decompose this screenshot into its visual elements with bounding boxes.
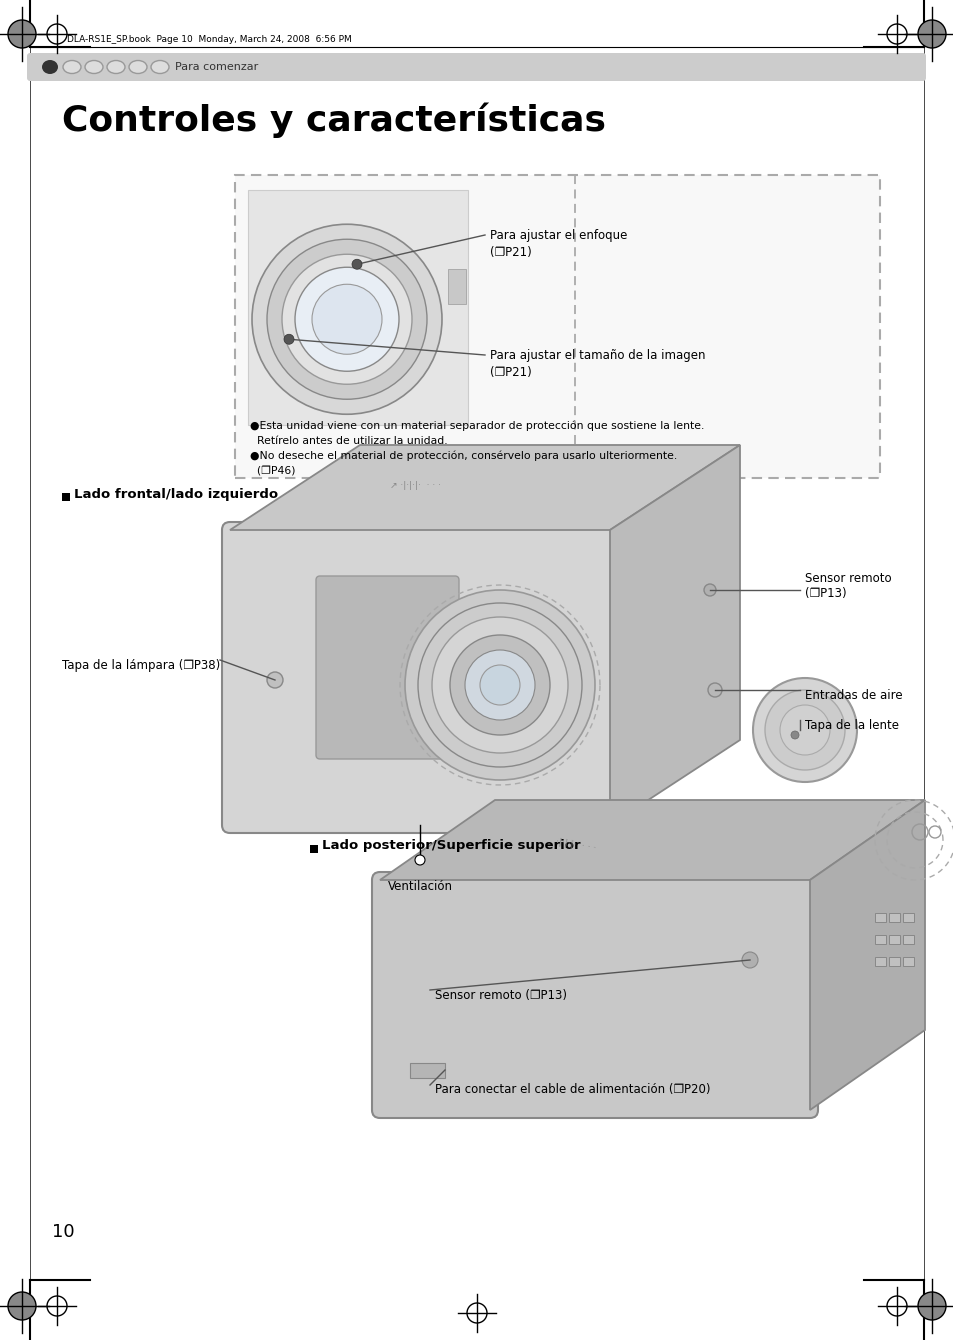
Bar: [874, 957, 885, 966]
FancyBboxPatch shape: [27, 54, 925, 80]
Text: ·|·|·|·  · · ·: ·|·|·|· · · ·: [555, 838, 596, 854]
Circle shape: [296, 269, 396, 370]
Text: (❐P21): (❐P21): [490, 245, 531, 259]
Bar: [902, 913, 913, 922]
Text: Sensor remoto (❐P13): Sensor remoto (❐P13): [435, 989, 566, 1001]
Text: Para comenzar: Para comenzar: [174, 62, 258, 72]
FancyBboxPatch shape: [372, 872, 817, 1118]
Bar: [874, 913, 885, 922]
Circle shape: [464, 650, 535, 720]
FancyBboxPatch shape: [222, 523, 618, 833]
Text: Controles y características: Controles y características: [62, 102, 605, 138]
Bar: [310, 846, 317, 854]
Circle shape: [267, 671, 283, 687]
Text: Para ajustar el tamaño de la imagen: Para ajustar el tamaño de la imagen: [490, 348, 705, 362]
Text: Lado frontal/lado izquierdo: Lado frontal/lado izquierdo: [74, 488, 278, 501]
Circle shape: [707, 683, 721, 697]
FancyBboxPatch shape: [315, 576, 458, 758]
Circle shape: [8, 1292, 36, 1320]
Circle shape: [780, 705, 829, 754]
Text: Tapa de la lámpara (❐P38): Tapa de la lámpara (❐P38): [62, 658, 220, 671]
Circle shape: [284, 334, 294, 344]
Circle shape: [450, 635, 550, 736]
Text: DLA-RS1E_SP.book  Page 10  Monday, March 24, 2008  6:56 PM: DLA-RS1E_SP.book Page 10 Monday, March 2…: [67, 35, 352, 43]
Circle shape: [764, 690, 844, 770]
Bar: [448, 269, 465, 304]
Circle shape: [417, 603, 581, 766]
Text: ↗ ·|·|·|·  · · ·: ↗ ·|·|·|· · · ·: [390, 481, 440, 489]
Circle shape: [917, 1292, 945, 1320]
Bar: [410, 1063, 444, 1077]
Ellipse shape: [42, 60, 58, 74]
Bar: [62, 493, 70, 501]
Circle shape: [405, 590, 595, 780]
Circle shape: [282, 255, 412, 385]
Text: (❐P46): (❐P46): [250, 466, 295, 476]
Circle shape: [703, 584, 716, 596]
Circle shape: [415, 855, 424, 866]
Bar: [234, 176, 879, 478]
Circle shape: [352, 259, 361, 269]
Circle shape: [8, 20, 36, 48]
Circle shape: [741, 951, 758, 967]
Text: Sensor remoto: Sensor remoto: [804, 572, 891, 586]
Circle shape: [752, 678, 856, 783]
Text: Ventilación: Ventilación: [387, 880, 452, 892]
Bar: [902, 957, 913, 966]
Bar: [888, 935, 899, 943]
Circle shape: [294, 267, 398, 371]
Text: Para conectar el cable de alimentación (❐P20): Para conectar el cable de alimentación (…: [435, 1084, 710, 1096]
Text: (❐P13): (❐P13): [804, 587, 845, 600]
Circle shape: [312, 284, 381, 354]
Bar: [902, 935, 913, 943]
Circle shape: [327, 299, 367, 339]
Text: Retírelo antes de utilizar la unidad.: Retírelo antes de utilizar la unidad.: [250, 436, 447, 446]
Polygon shape: [809, 800, 924, 1110]
Circle shape: [479, 665, 519, 705]
Ellipse shape: [85, 60, 103, 74]
Ellipse shape: [63, 60, 81, 74]
Circle shape: [252, 224, 441, 414]
Polygon shape: [609, 445, 740, 825]
Text: 10: 10: [52, 1223, 74, 1241]
Ellipse shape: [151, 60, 169, 74]
Text: ●No deseche el material de protección, consérvelo para usarlo ulteriormente.: ●No deseche el material de protección, c…: [250, 450, 677, 461]
Text: (❐P21): (❐P21): [490, 366, 531, 378]
Text: Entradas de aire: Entradas de aire: [804, 689, 902, 702]
Bar: [888, 957, 899, 966]
Ellipse shape: [107, 60, 125, 74]
Polygon shape: [230, 445, 740, 531]
Circle shape: [267, 240, 427, 399]
Text: Lado posterior/Superficie superior: Lado posterior/Superficie superior: [322, 839, 580, 852]
Circle shape: [917, 20, 945, 48]
Ellipse shape: [129, 60, 147, 74]
Text: Para ajustar el enfoque: Para ajustar el enfoque: [490, 229, 627, 241]
Circle shape: [312, 284, 381, 354]
Text: Tapa de la lente: Tapa de la lente: [804, 718, 898, 732]
Bar: [888, 913, 899, 922]
Circle shape: [432, 616, 567, 753]
Bar: [874, 935, 885, 943]
Text: ●Esta unidad viene con un material separador de protección que sostiene la lente: ●Esta unidad viene con un material separ…: [250, 419, 703, 430]
Bar: [248, 190, 468, 425]
Polygon shape: [379, 800, 924, 880]
Circle shape: [790, 732, 799, 738]
